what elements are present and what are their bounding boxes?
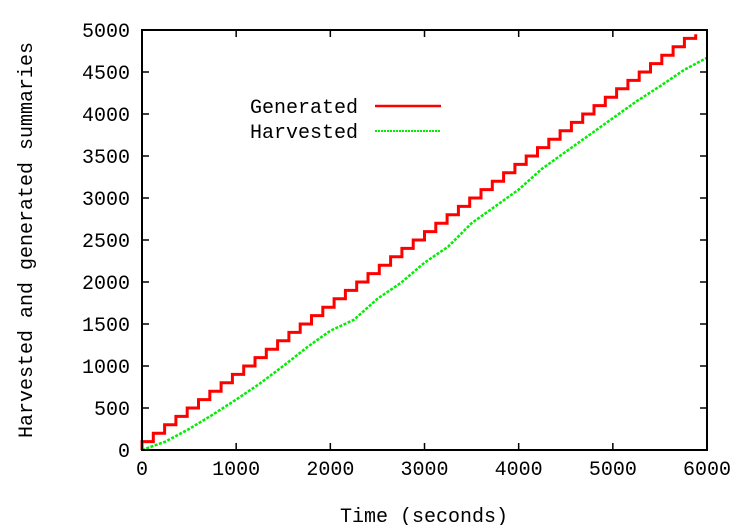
axis-ticks: 0 1000 2000 3000 4000 5000 6000 0 500 1000 1500 200… <box>82 21 731 482</box>
y-tick-label: 2000 <box>82 273 130 296</box>
plot-frame <box>141 29 708 451</box>
y-tick-label: 1500 <box>82 315 130 338</box>
legend-label-generated: Generated <box>250 97 358 120</box>
x-tick-label: 2000 <box>306 459 354 482</box>
legend: Generated Harvested <box>250 97 441 145</box>
y-tick-label: 5000 <box>82 21 130 44</box>
y-tick-label: 2500 <box>82 231 130 254</box>
y-tick-label: 1000 <box>82 357 130 380</box>
y-axis-label: Harvested and generated summaries <box>16 42 39 438</box>
x-tick-label: 3000 <box>400 459 448 482</box>
x-tick-label: 6000 <box>683 459 731 482</box>
x-tick-label: 1000 <box>212 459 260 482</box>
x-axis-label: Time (seconds) <box>340 506 508 525</box>
y-tick-label: 3000 <box>82 189 130 212</box>
y-tick-label: 500 <box>94 399 130 422</box>
x-tick-label: 4000 <box>495 459 543 482</box>
y-tick-label: 3500 <box>82 147 130 170</box>
y-tick-label: 4000 <box>82 105 130 128</box>
legend-label-harvested: Harvested <box>250 122 358 145</box>
y-tick-label: 4500 <box>82 63 130 86</box>
series-line-harvested <box>141 56 708 452</box>
plot-area <box>140 34 708 452</box>
x-tick-label: 5000 <box>589 459 637 482</box>
x-tick-label: 0 <box>136 459 148 482</box>
series-line-generated <box>140 34 698 450</box>
y-tick-label: 0 <box>118 441 130 464</box>
